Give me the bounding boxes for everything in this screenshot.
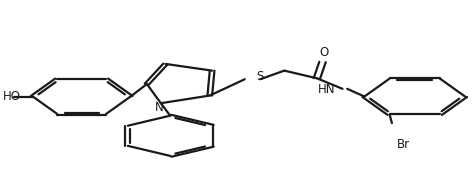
Text: Br: Br: [397, 138, 410, 151]
Text: S: S: [257, 70, 264, 83]
Text: N: N: [155, 102, 164, 114]
Text: HO: HO: [3, 90, 21, 103]
Text: O: O: [319, 46, 328, 59]
Text: HN: HN: [318, 83, 336, 96]
